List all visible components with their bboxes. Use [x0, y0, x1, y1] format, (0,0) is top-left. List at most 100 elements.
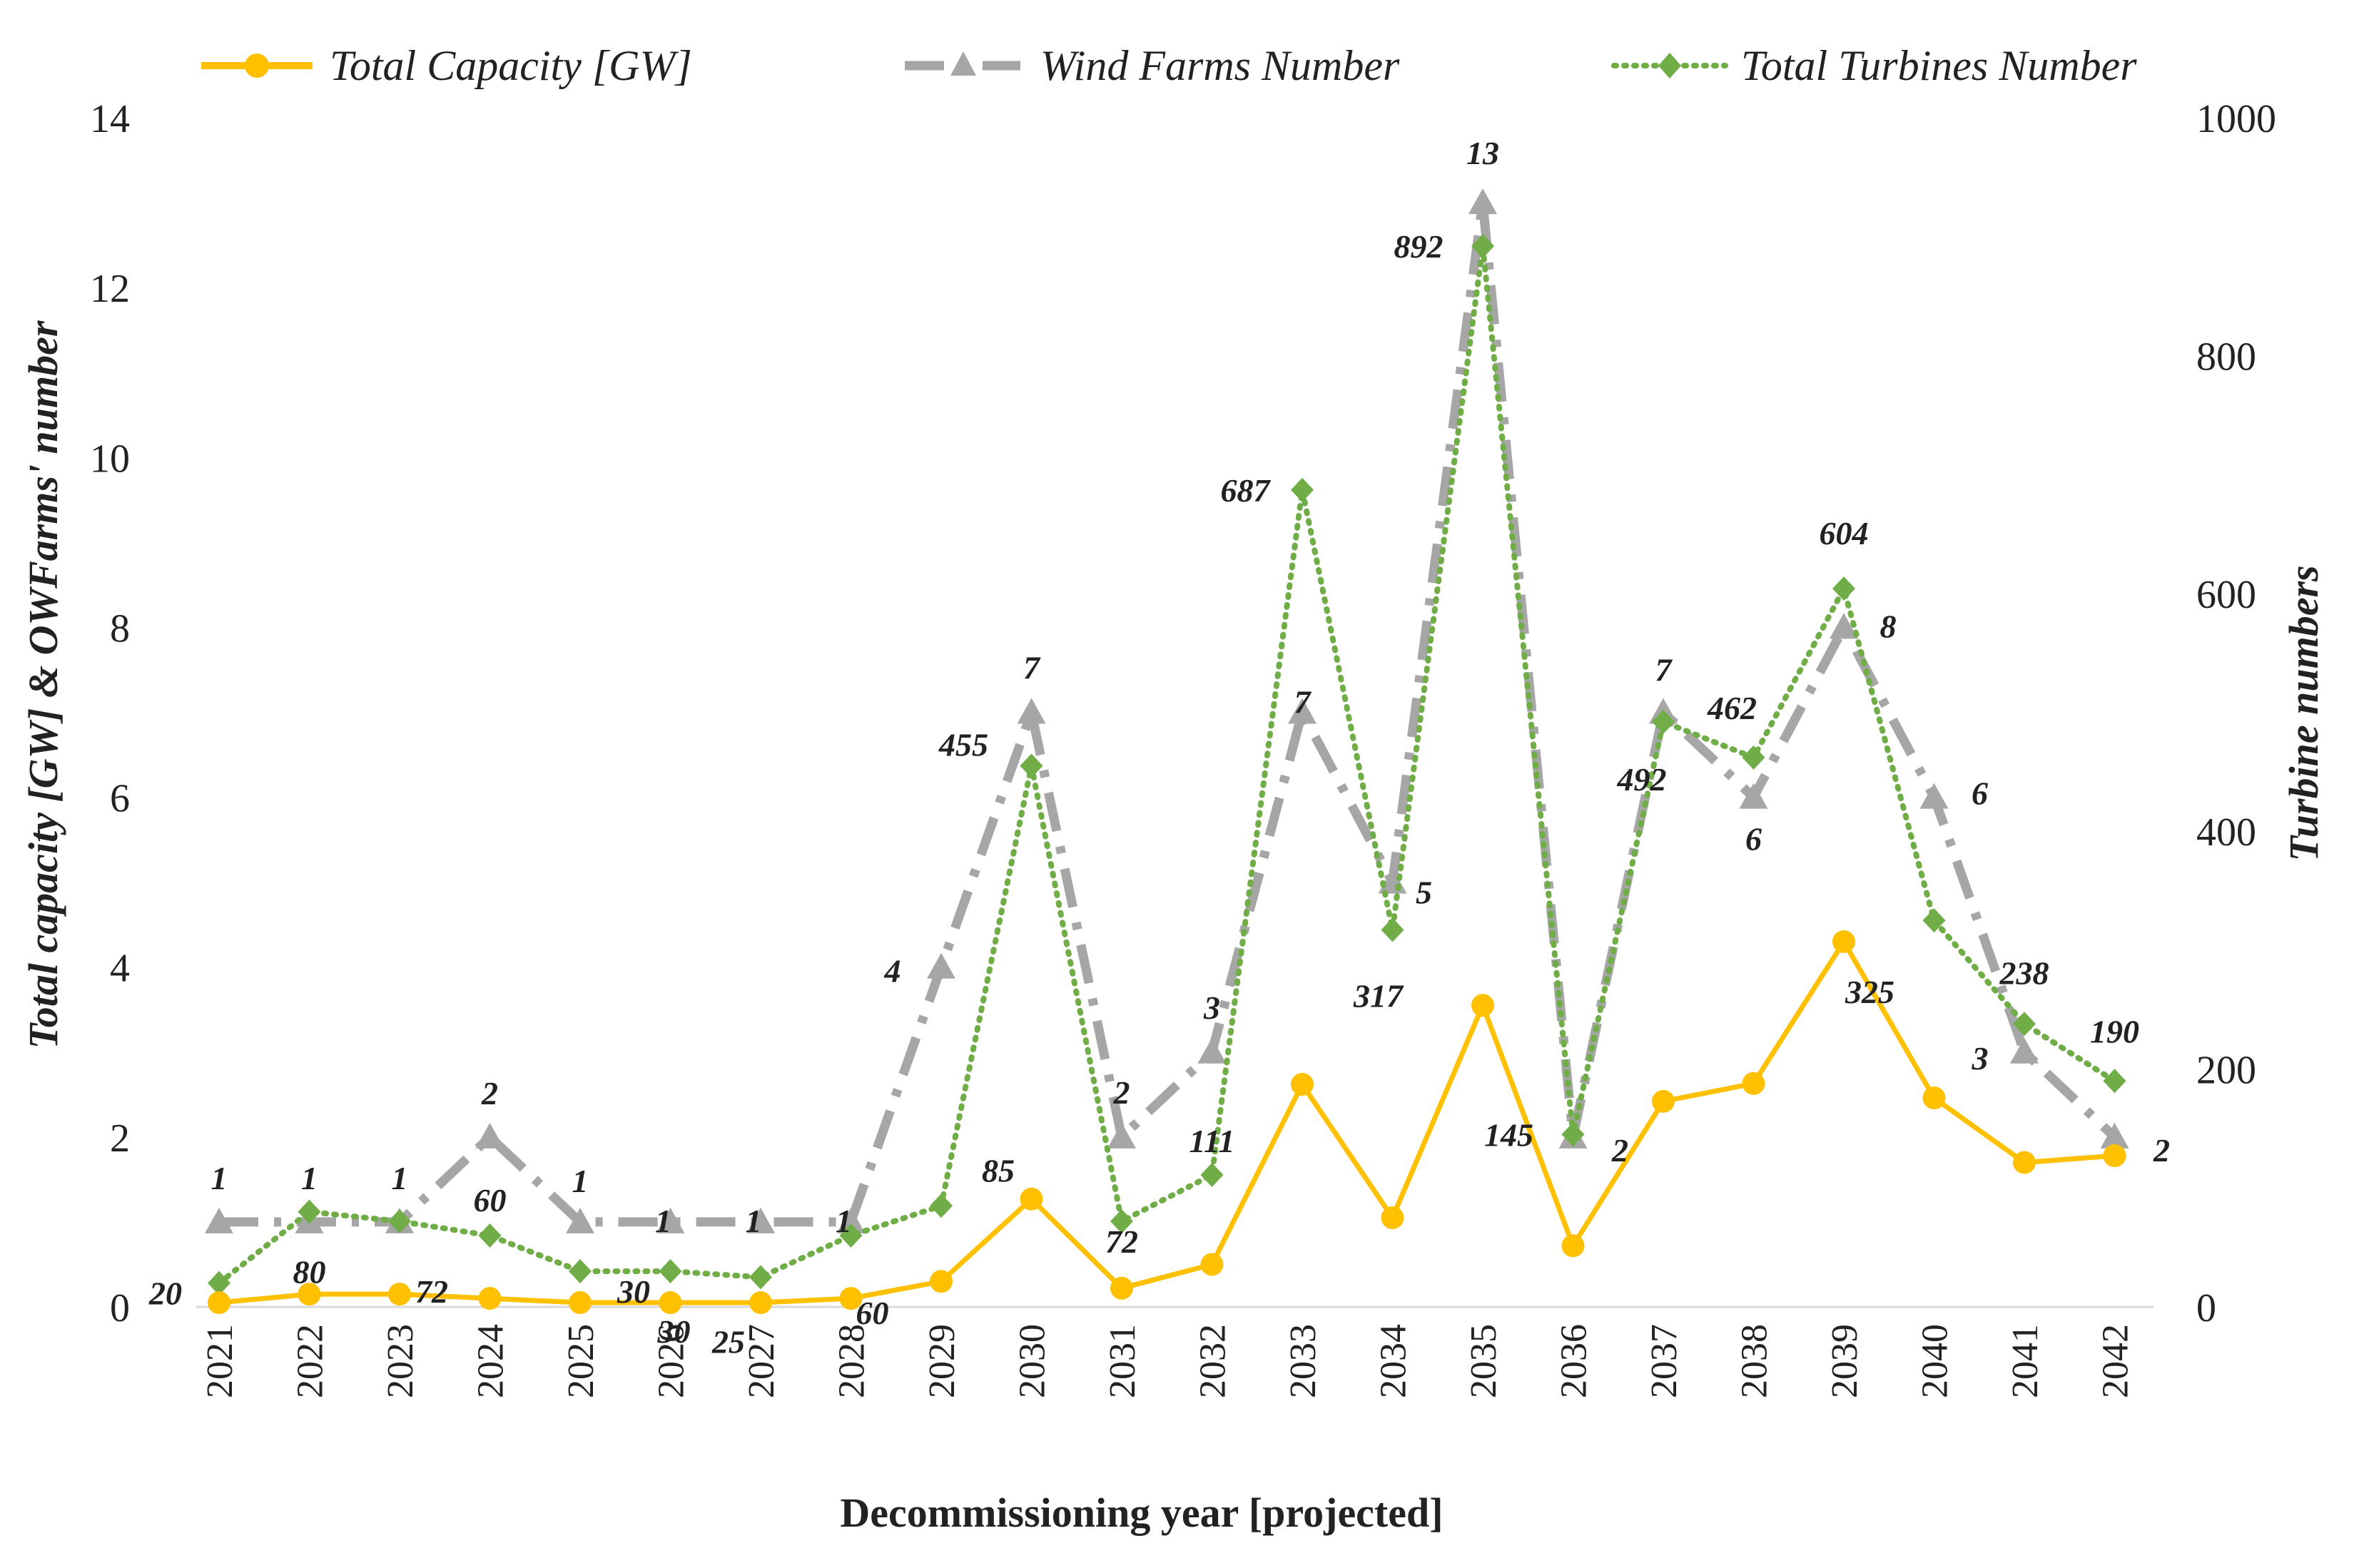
wind-farms-point — [475, 1122, 504, 1149]
turbines-data-label: 317 — [1353, 978, 1404, 1014]
x-tick-label: 2029 — [922, 1324, 963, 1398]
turbines-point — [2103, 1069, 2126, 1094]
wind-farms-data-label: 2 — [1611, 1132, 1628, 1169]
x-tick-label: 2026 — [651, 1324, 692, 1398]
wind-farms-data-label: 3 — [1203, 989, 1220, 1026]
capacity-point — [1742, 1071, 1765, 1095]
turbines-data-label: 238 — [1999, 954, 2049, 991]
legend-windfarms-marker — [950, 51, 976, 76]
wind-farms-point — [1288, 698, 1316, 724]
wind-farms-data-label: 6 — [1745, 821, 1762, 857]
wind-farms-data-label: 6 — [1972, 775, 1988, 812]
turbines-point — [1291, 477, 1314, 502]
capacity-point — [1110, 1276, 1133, 1300]
capacity-point — [2013, 1151, 2036, 1174]
turbines-point — [839, 1223, 863, 1248]
x-tick-label: 2032 — [1193, 1324, 1234, 1398]
wind-farms-data-label: 7 — [1655, 652, 1673, 688]
series-total-capacity — [208, 930, 2126, 1315]
x-axis-title: Decommissioning year [projected] — [840, 1490, 1443, 1536]
wind-farms-point — [1739, 783, 1768, 809]
capacity-point — [208, 1291, 230, 1315]
capacity-point — [1200, 1253, 1224, 1276]
left-tick-label: 8 — [110, 606, 130, 651]
wind-farms-data-label: 2 — [1113, 1074, 1130, 1111]
wind-farms-point — [1468, 188, 1497, 215]
right-tick-label: 400 — [2196, 810, 2256, 855]
left-tick-label: 14 — [90, 97, 130, 141]
left-tick-label: 0 — [110, 1286, 130, 1330]
x-tick-label: 2022 — [290, 1324, 331, 1398]
x-tick-label: 2041 — [2005, 1324, 2046, 1398]
turbines-point — [1020, 753, 1043, 778]
turbines-point — [1652, 709, 1675, 734]
right-tick-label: 0 — [2196, 1286, 2216, 1330]
capacity-point — [1652, 1089, 1675, 1113]
wind-farms-point — [1197, 1037, 1227, 1064]
left-axis-ticks: 0 2 4 6 8 10 12 14 — [90, 97, 130, 1330]
wind-farms-point — [1107, 1122, 1136, 1149]
capacity-point — [749, 1291, 772, 1315]
wind-farms-data-label: 1 — [572, 1163, 589, 1199]
wind-farms-data-label: 7 — [1023, 650, 1041, 686]
right-axis-ticks: 0 200 400 600 800 1000 — [2196, 97, 2276, 1330]
wind-farms-point — [656, 1207, 685, 1233]
x-tick-label: 2024 — [471, 1324, 512, 1398]
x-tick-label: 2028 — [832, 1324, 873, 1398]
capacity-point — [839, 1287, 863, 1310]
left-tick-label: 2 — [110, 1116, 130, 1161]
turbines-data-label: 687 — [1221, 472, 1272, 509]
capacity-point — [1381, 1206, 1404, 1229]
turbines-data-label: 60 — [856, 1295, 889, 1331]
x-tick-label: 2023 — [380, 1324, 421, 1398]
wind-farms-data-label: 2 — [481, 1075, 498, 1111]
turbines-point — [1381, 917, 1404, 942]
capacity-line — [218, 939, 2115, 1305]
x-tick-label: 2025 — [561, 1324, 602, 1398]
wind-farms-data-label: 1 — [211, 1160, 228, 1196]
capacity-point — [478, 1287, 502, 1310]
x-tick-label: 2021 — [200, 1324, 240, 1398]
x-tick-label: 2042 — [2096, 1324, 2136, 1398]
wind-farms-data-label: 7 — [1294, 684, 1312, 721]
x-tick-label: 2027 — [741, 1324, 782, 1398]
left-tick-label: 12 — [90, 267, 130, 311]
wind-farms-data-label: 1 — [392, 1160, 408, 1196]
wind-farms-point — [566, 1207, 594, 1233]
left-axis-title: Total capacity [GW] & OWFarms' number — [20, 320, 66, 1049]
legend: Total Capacity [GW] Wind Farms Number To… — [201, 42, 2137, 89]
turbines-point — [1110, 1208, 1133, 1233]
wind-farms-point — [1919, 783, 1949, 809]
legend-capacity-label: Total Capacity [GW] — [330, 42, 692, 89]
wind-farms-data-label: 4 — [884, 953, 901, 989]
turbines-data-label: 325 — [1845, 974, 1894, 1010]
capacity-point — [1471, 994, 1494, 1017]
wind-farms-point — [1830, 613, 1858, 639]
x-tick-label: 2040 — [1915, 1324, 1956, 1398]
x-tick-label: 2035 — [1463, 1324, 1504, 1398]
turbines-data-label: 72 — [1105, 1223, 1138, 1260]
wind-farms-data-label: 13 — [1466, 135, 1499, 171]
x-tick-label: 2031 — [1102, 1324, 1143, 1398]
x-tick-label: 2039 — [1825, 1324, 1865, 1398]
turbines-data-label: 145 — [1484, 1116, 1533, 1153]
left-tick-label: 6 — [110, 777, 130, 821]
wind-farms-data-label: 5 — [1416, 875, 1432, 911]
turbines-data-label: 30 — [657, 1313, 691, 1350]
turbines-data-label: 462 — [1707, 690, 1757, 726]
turbines-point — [388, 1208, 411, 1233]
turbines-data-label: 20 — [148, 1276, 182, 1312]
capacity-point — [1561, 1234, 1585, 1258]
turbines-data-label: 492 — [1617, 761, 1667, 798]
turbines-point — [1832, 576, 1855, 601]
series-total-turbines — [208, 234, 2126, 1295]
turbines-point — [2013, 1012, 2036, 1037]
turbines-line — [216, 243, 2118, 1286]
turbines-point — [659, 1258, 682, 1283]
legend-windfarms-label: Wind Farms Number — [1040, 42, 1400, 89]
x-tick-label: 2033 — [1283, 1324, 1324, 1398]
right-axis-title: Turbine numbers — [2281, 565, 2327, 861]
wind-farms-point — [836, 1207, 866, 1233]
